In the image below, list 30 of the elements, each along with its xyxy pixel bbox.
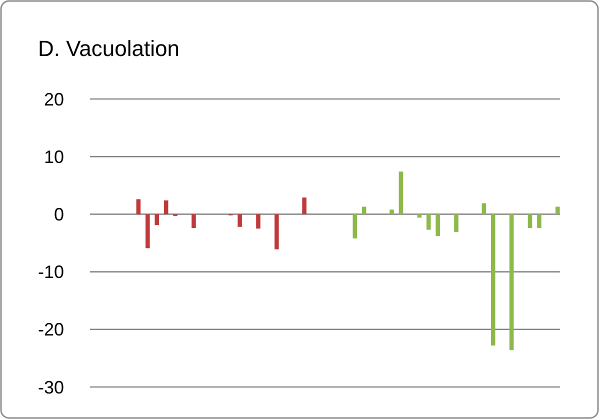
bar	[238, 214, 242, 227]
bar	[398, 172, 404, 214]
bar	[136, 199, 141, 214]
bar	[490, 214, 496, 346]
bar	[274, 214, 279, 250]
bar	[146, 214, 150, 248]
y-tick-label: 0	[54, 204, 64, 224]
bar	[390, 210, 394, 214]
bar	[362, 206, 366, 214]
y-tick-label: -10	[38, 262, 64, 282]
y-tick-label: -20	[38, 320, 64, 340]
bar	[352, 214, 358, 238]
y-tick-label: 10	[44, 146, 64, 167]
bar	[192, 214, 196, 228]
bar	[482, 203, 486, 214]
bar	[302, 197, 306, 214]
bar	[154, 214, 160, 226]
bar	[528, 214, 532, 228]
bar	[509, 214, 514, 350]
chart-title: D. Vacuolation	[38, 36, 180, 61]
bar	[164, 200, 168, 214]
y-tick-label: 20	[44, 89, 64, 110]
bar	[537, 214, 542, 228]
bar	[556, 206, 560, 214]
y-tick-label: -30	[38, 377, 64, 398]
bar	[454, 214, 458, 232]
bar	[256, 214, 260, 229]
bar	[426, 214, 431, 230]
bar	[436, 214, 440, 236]
bar	[417, 214, 422, 218]
